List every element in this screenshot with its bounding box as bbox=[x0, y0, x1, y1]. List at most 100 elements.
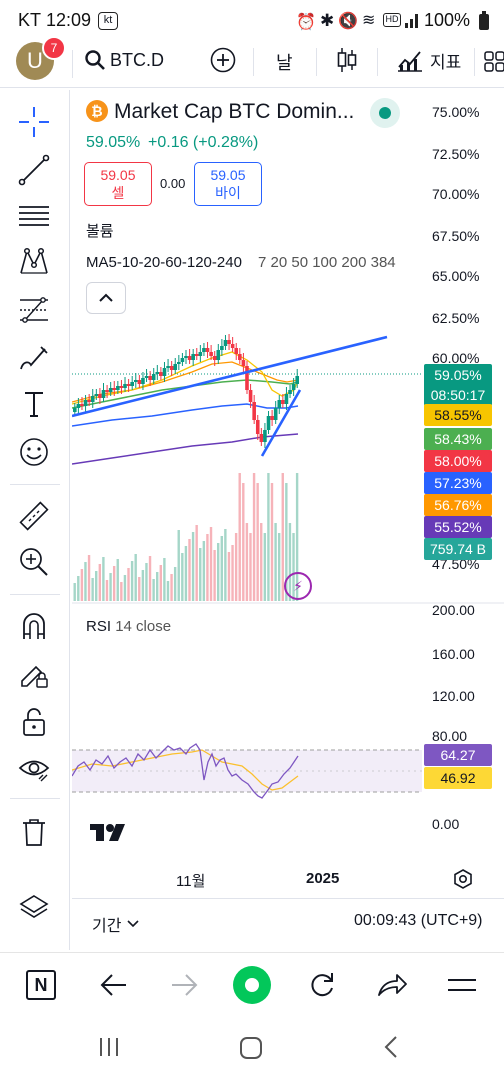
sell-button[interactable]: 59.05 셀 bbox=[84, 162, 152, 206]
price-axis-label: 47.50% bbox=[432, 556, 480, 572]
back-arrow-icon[interactable] bbox=[100, 972, 128, 998]
lock-tool[interactable] bbox=[14, 702, 54, 742]
toolbar-divider bbox=[316, 48, 317, 76]
last-price: 59.05% bbox=[86, 134, 141, 151]
pattern-icon bbox=[20, 247, 48, 274]
recent-apps-icon[interactable] bbox=[98, 1036, 120, 1058]
layers-tool[interactable] bbox=[14, 888, 54, 928]
candle-body bbox=[284, 394, 289, 404]
chart-title[interactable]: Market Cap BTC Domin... bbox=[114, 100, 355, 123]
home-icon[interactable] bbox=[238, 1035, 264, 1061]
indicators-button[interactable]: 지표 bbox=[396, 47, 461, 73]
magnet-tool[interactable] bbox=[14, 606, 54, 646]
menu-icon[interactable] bbox=[446, 974, 478, 996]
tradingview-logo bbox=[90, 824, 125, 841]
chart-type-button[interactable] bbox=[336, 46, 358, 79]
candle-body bbox=[169, 366, 174, 370]
candle-body bbox=[137, 380, 142, 384]
volume-bar bbox=[163, 558, 166, 601]
volume-bar bbox=[123, 575, 127, 601]
volume-bar bbox=[84, 562, 87, 601]
collapse-legend-button[interactable] bbox=[86, 282, 126, 314]
market-status-indicator[interactable] bbox=[370, 98, 400, 128]
trash-icon bbox=[23, 819, 45, 846]
measure-tool[interactable] bbox=[14, 496, 54, 536]
price-change: +0.16 (+0.28%) bbox=[148, 134, 259, 151]
lightning-icon[interactable]: ⚡ bbox=[284, 572, 312, 600]
rsi-axis-label: 80.00 bbox=[432, 728, 468, 744]
volume-bar bbox=[256, 483, 259, 601]
share-icon[interactable] bbox=[376, 972, 408, 998]
fib-tool[interactable] bbox=[14, 290, 54, 330]
volume-bar bbox=[267, 473, 270, 601]
candle-body bbox=[73, 408, 77, 412]
candle-body bbox=[155, 372, 160, 374]
compare-button[interactable] bbox=[210, 47, 236, 78]
forward-arrow-icon[interactable] bbox=[170, 972, 198, 998]
rsi-ma-line bbox=[72, 749, 299, 791]
volume-bar bbox=[220, 536, 223, 601]
pattern-tool[interactable] bbox=[14, 242, 54, 282]
price-axis-label: 75.00% bbox=[432, 104, 480, 120]
candlestick-icon bbox=[337, 48, 357, 72]
trendline-tool[interactable] bbox=[14, 150, 54, 190]
volume-bar bbox=[109, 573, 112, 601]
volume-bar bbox=[152, 579, 155, 601]
volume-bar bbox=[199, 548, 202, 601]
spread-value: 0.00 bbox=[160, 176, 186, 191]
chart-canvas[interactable] bbox=[72, 90, 504, 950]
crosshair-tool[interactable] bbox=[14, 102, 54, 142]
wifi-icon: ≋ bbox=[362, 12, 376, 29]
ma-legend-values: 7 20 50 100 200 384 bbox=[258, 254, 396, 271]
candle-body bbox=[266, 416, 271, 430]
volume-bar bbox=[170, 574, 173, 601]
brush-icon bbox=[20, 346, 48, 370]
crosshair-icon bbox=[19, 107, 49, 137]
date-range-button[interactable]: 기간 bbox=[92, 912, 140, 936]
toolbar-divider bbox=[72, 50, 73, 78]
chart-settings-button[interactable] bbox=[452, 868, 474, 895]
candle-body bbox=[252, 402, 256, 420]
refresh-icon[interactable] bbox=[308, 971, 336, 999]
symbol-search-button[interactable]: BTC.D bbox=[84, 47, 164, 73]
volume-bar bbox=[227, 552, 231, 601]
text-tool[interactable] bbox=[14, 384, 54, 424]
volume-bar bbox=[202, 541, 206, 601]
candle-body bbox=[248, 390, 253, 402]
price-axis-label: 72.50% bbox=[432, 146, 480, 162]
candle-body bbox=[288, 390, 292, 394]
last-price-tag: 59.05% bbox=[424, 364, 492, 386]
ma-legend-label[interactable]: MA5-10-20-60-120-240 bbox=[86, 254, 242, 271]
more-button[interactable] bbox=[484, 50, 504, 79]
countdown-tag: 08:50:17 bbox=[424, 384, 492, 406]
visibility-tool[interactable] bbox=[14, 748, 54, 788]
candle-body bbox=[234, 348, 239, 354]
back-nav-icon[interactable] bbox=[382, 1034, 400, 1060]
time-axis-label: 2025 bbox=[306, 870, 340, 887]
rsi-legend[interactable]: RSI 14 close bbox=[86, 618, 171, 635]
buy-button[interactable]: 59.05 바이 bbox=[194, 162, 262, 206]
emoji-tool[interactable] bbox=[14, 432, 54, 472]
volume-legend[interactable]: 볼륨 bbox=[86, 223, 114, 240]
search-icon bbox=[85, 50, 105, 70]
volume-bar bbox=[213, 550, 216, 601]
delete-tool[interactable] bbox=[14, 812, 54, 852]
ma-5-tag: 58.55% bbox=[424, 404, 492, 426]
timezone-clock[interactable]: 00:09:43 (UTC+9) bbox=[354, 912, 483, 929]
zoom-tool[interactable] bbox=[14, 542, 54, 582]
naver-home-icon[interactable]: N bbox=[26, 970, 56, 1000]
candle-body bbox=[227, 340, 231, 344]
layers-icon bbox=[19, 895, 49, 918]
candle-body bbox=[151, 374, 156, 380]
candle-body bbox=[177, 362, 181, 364]
draw-lock-tool[interactable] bbox=[14, 654, 54, 694]
brush-tool[interactable] bbox=[14, 338, 54, 378]
rsi-params: 14 close bbox=[115, 618, 172, 635]
price-axis-label: 60.00% bbox=[432, 350, 480, 366]
horizontal-lines-tool[interactable] bbox=[14, 196, 54, 236]
buy-price: 59.05 bbox=[210, 167, 246, 183]
interval-button[interactable]: 날 bbox=[276, 53, 293, 73]
drawing-toolbar bbox=[0, 90, 70, 950]
green-dot-button[interactable] bbox=[233, 966, 271, 1004]
volume-bar bbox=[80, 569, 84, 601]
